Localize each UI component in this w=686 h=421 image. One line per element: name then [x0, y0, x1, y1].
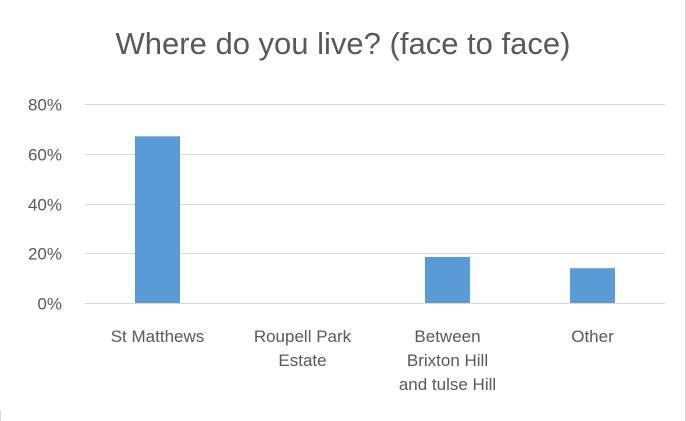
y-tick-label-4: 80% — [28, 96, 62, 115]
y-tick-label-2: 40% — [28, 196, 62, 215]
bar-2 — [425, 256, 470, 303]
x-tick-label-1-0: Roupell Park — [254, 327, 352, 346]
chart-title: Where do you live? (face to face) — [115, 26, 571, 61]
x-tick-label-2-1: Brixton Hill — [407, 351, 488, 370]
x-tick-label-3-0: Other — [571, 327, 614, 346]
y-tick-label-0: 0% — [37, 295, 62, 314]
x-tick-label-0-0: St Matthews — [111, 327, 205, 346]
x-tick-label-2-0: Between — [414, 327, 480, 346]
bar-3 — [570, 268, 615, 303]
chart-border-left — [0, 410, 1, 421]
bar-0 — [135, 136, 180, 303]
x-tick-label-2-2: and tulse Hill — [399, 375, 496, 394]
y-tick-label-1: 20% — [28, 245, 62, 264]
y-tick-label-3: 60% — [28, 146, 62, 165]
x-tick-label-1-1: Estate — [278, 351, 326, 370]
